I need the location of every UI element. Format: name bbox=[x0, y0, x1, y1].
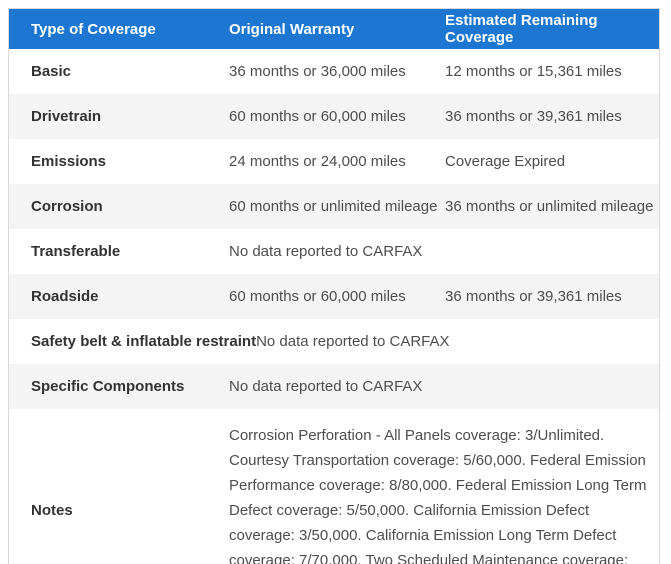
coverage-type-cell: Basic bbox=[31, 63, 72, 80]
coverage-type-cell: Roadside bbox=[31, 288, 99, 305]
table-row-roadside: Roadside 60 months or 60,000 miles 36 mo… bbox=[9, 274, 659, 319]
notes-cell: Corrosion Perforation - All Panels cover… bbox=[229, 427, 647, 564]
coverage-type-cell: Specific Components bbox=[31, 378, 185, 395]
coverage-type-cell: Notes bbox=[31, 502, 73, 519]
coverage-type-cell: Transferable bbox=[31, 243, 121, 260]
table-row-notes: Notes Corrosion Perforation - All Panels… bbox=[9, 409, 659, 564]
remaining-coverage-cell: Coverage Expired bbox=[445, 153, 566, 170]
original-warranty-cell: 24 months or 24,000 miles bbox=[229, 153, 406, 170]
header-type-of-coverage: Type of Coverage bbox=[31, 20, 156, 38]
table-row-basic: Basic 36 months or 36,000 miles 12 month… bbox=[9, 49, 659, 94]
remaining-coverage-cell: 36 months or unlimited mileage bbox=[445, 198, 654, 215]
table-row-corrosion: Corrosion 60 months or unlimited mileage… bbox=[9, 184, 659, 229]
original-warranty-cell: No data reported to CARFAX bbox=[229, 243, 423, 260]
original-warranty-cell: No data reported to CARFAX bbox=[229, 378, 423, 395]
remaining-coverage-cell: 36 months or 39,361 miles bbox=[445, 108, 622, 125]
table-row-emissions: Emissions 24 months or 24,000 miles Cove… bbox=[9, 139, 659, 184]
original-warranty-cell: 60 months or 60,000 miles bbox=[229, 108, 406, 125]
table-row-specific-components: Specific Components No data reported to … bbox=[9, 364, 659, 409]
header-original-warranty: Original Warranty bbox=[229, 20, 355, 38]
remaining-coverage-cell: 12 months or 15,361 miles bbox=[445, 63, 622, 80]
table-row-safety-belt: Safety belt & inflatable restraint No da… bbox=[9, 319, 659, 364]
coverage-type-cell: Safety belt & inflatable restraint bbox=[31, 333, 257, 350]
original-warranty-cell: 60 months or 60,000 miles bbox=[229, 288, 406, 305]
coverage-type-cell: Emissions bbox=[31, 153, 107, 170]
original-warranty-cell: No data reported to CARFAX bbox=[256, 333, 450, 350]
original-warranty-cell: 60 months or unlimited mileage bbox=[229, 198, 438, 215]
coverage-type-cell: Corrosion bbox=[31, 198, 103, 215]
table-row-transferable: Transferable No data reported to CARFAX bbox=[9, 229, 659, 274]
coverage-type-cell: Drivetrain bbox=[31, 108, 102, 125]
table-header-row: Type of Coverage Original Warranty Estim… bbox=[9, 9, 659, 49]
original-warranty-cell: 36 months or 36,000 miles bbox=[229, 63, 406, 80]
header-estimated-remaining-coverage: Estimated Remaining Coverage bbox=[445, 12, 598, 46]
remaining-coverage-cell: 36 months or 39,361 miles bbox=[445, 288, 622, 305]
warranty-coverage-table: Type of Coverage Original Warranty Estim… bbox=[8, 8, 660, 564]
table-row-drivetrain: Drivetrain 60 months or 60,000 miles 36 … bbox=[9, 94, 659, 139]
